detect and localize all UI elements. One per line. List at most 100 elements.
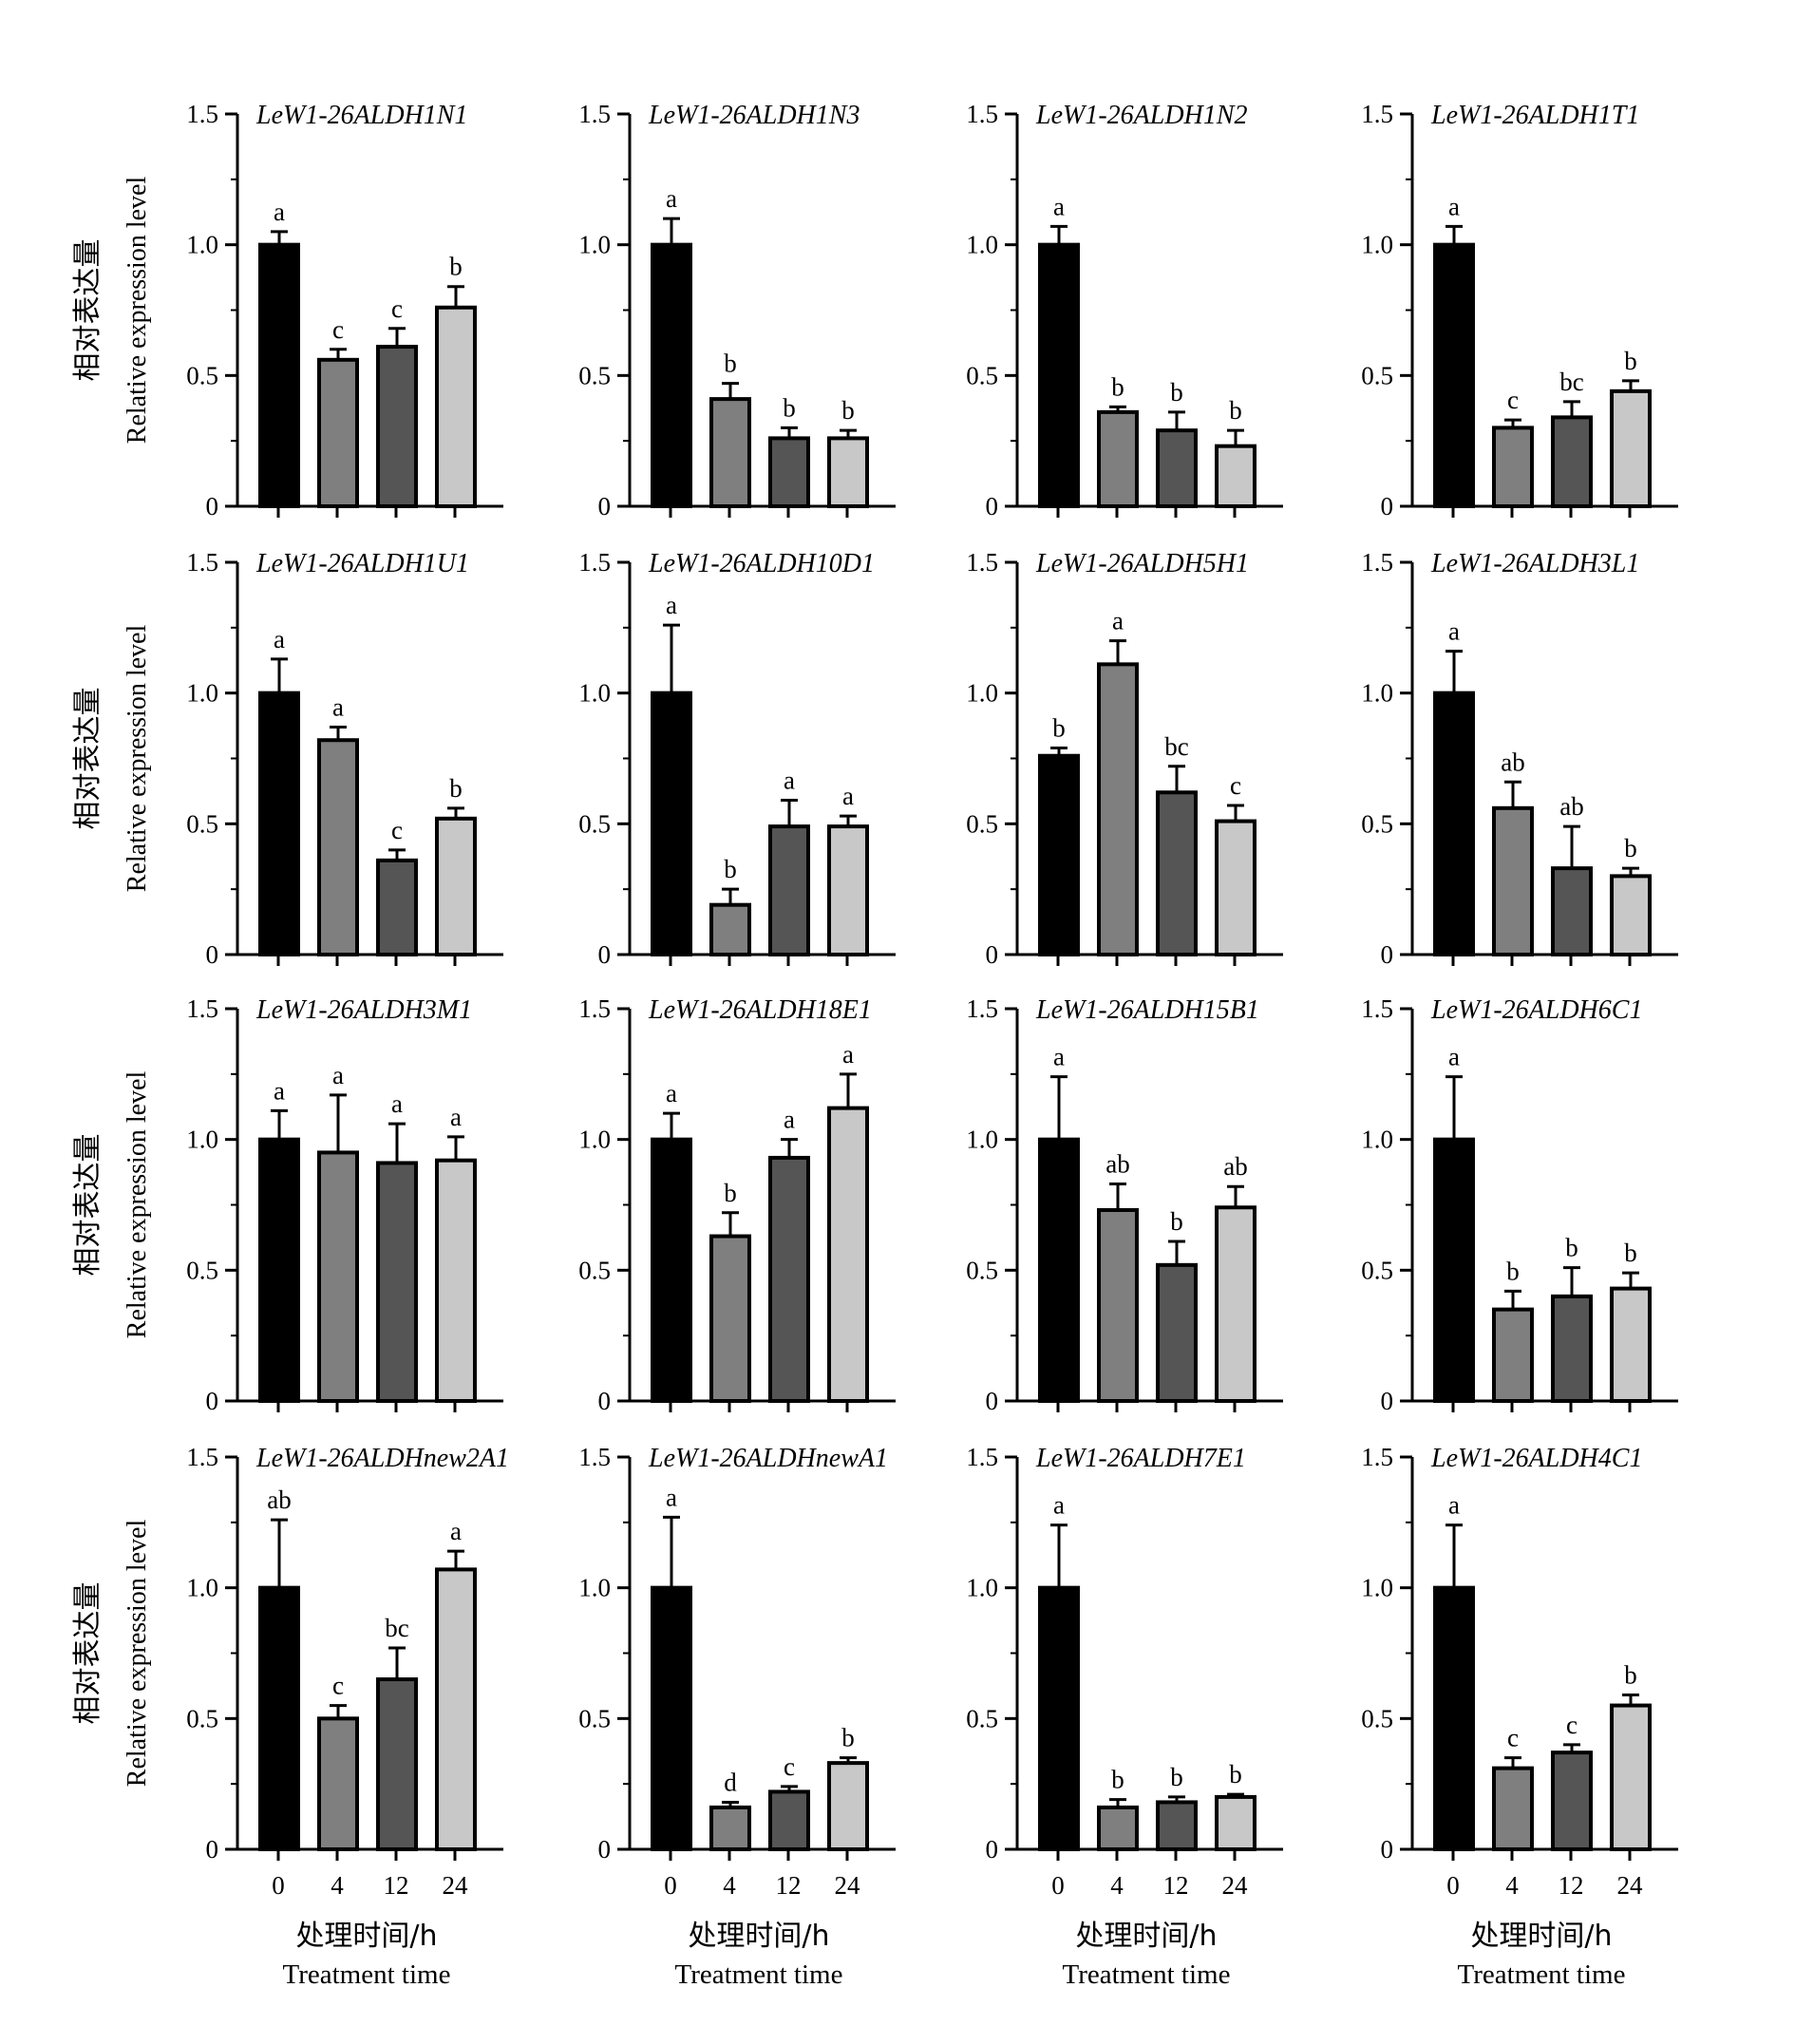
x-tick-label: 4 xyxy=(1110,1871,1124,1900)
bar xyxy=(651,1137,692,1403)
significance-letter: b xyxy=(1565,1234,1578,1262)
x-tick-label: 0 xyxy=(1446,1871,1460,1900)
significance-letter: a xyxy=(1448,1491,1460,1520)
significance-letter: c xyxy=(1507,386,1519,414)
y-tick-label: 1.5 xyxy=(966,100,998,128)
y-tick-label: 1.0 xyxy=(186,1126,218,1154)
bar xyxy=(827,824,869,956)
significance-letter: b xyxy=(1229,1760,1242,1788)
y-tick-label: 1.0 xyxy=(1361,231,1393,259)
significance-letter: ab xyxy=(1105,1149,1129,1178)
y-tick-label: 0 xyxy=(598,492,612,520)
bar xyxy=(709,1234,751,1404)
bar xyxy=(1097,409,1139,509)
bar xyxy=(1433,242,1475,508)
significance-letter: b xyxy=(724,1179,737,1207)
y-tick-label: 1.0 xyxy=(186,1574,218,1602)
significance-letter: a xyxy=(274,625,285,653)
y-tick-label: 1.5 xyxy=(186,994,218,1023)
significance-letter: ab xyxy=(267,1486,291,1514)
bar xyxy=(1610,1286,1652,1404)
panel-title: LeW1-26ALDH15B1 xyxy=(1035,995,1259,1025)
panel-title: LeW1-26ALDH1U1 xyxy=(255,549,469,578)
y-tick-label: 0.5 xyxy=(578,361,611,389)
bar xyxy=(768,1155,810,1403)
significance-letter: a xyxy=(450,1517,462,1545)
y-tick-label: 1.5 xyxy=(966,548,998,577)
y-tick-label: 1.5 xyxy=(578,100,611,128)
significance-letter: b xyxy=(1111,1766,1124,1794)
significance-letter: a xyxy=(274,1076,285,1105)
significance-letter: a xyxy=(274,198,285,226)
significance-letter: b xyxy=(1506,1257,1520,1285)
panel-title: LeW1-26ALDH1N2 xyxy=(1035,101,1247,130)
bar xyxy=(1433,1137,1475,1403)
bar-panel: LeW1-26ALDH1N1 0 0.5 1.0 1.5 a c c b xyxy=(186,100,503,520)
significance-letter: b xyxy=(1624,1239,1637,1267)
bar xyxy=(1551,1751,1593,1852)
bar-panel: LeW1-26ALDH1T1 0 0.5 1.0 1.5 a c bc b xyxy=(1361,100,1678,520)
y-tick-label: 0 xyxy=(206,1835,219,1864)
significance-letter: ab xyxy=(1501,748,1524,776)
significance-letter: b xyxy=(449,253,463,281)
y-tick-label: 0.5 xyxy=(966,1256,998,1284)
significance-letter: d xyxy=(724,1768,737,1796)
x-tick-label: 0 xyxy=(1051,1871,1065,1900)
significance-letter: bc xyxy=(385,1614,409,1642)
y-tick-label: 0 xyxy=(598,1835,612,1864)
significance-letter: ab xyxy=(1223,1152,1247,1181)
y-tick-label: 1.5 xyxy=(1361,548,1393,577)
significance-letter: c xyxy=(332,1672,344,1700)
bar xyxy=(1097,1805,1139,1851)
x-axis-label-cn: 处理时间/h xyxy=(295,1920,437,1953)
bar xyxy=(1038,242,1080,508)
y-tick-label: 0 xyxy=(598,940,612,969)
bar xyxy=(435,305,477,508)
significance-letter: c xyxy=(1566,1711,1578,1739)
bar xyxy=(768,824,810,956)
bar xyxy=(1492,1307,1534,1403)
bar xyxy=(1551,866,1593,957)
bar xyxy=(1551,415,1593,508)
y-tick-label: 0.5 xyxy=(578,1256,611,1284)
significance-letter: c xyxy=(1507,1724,1519,1752)
y-tick-label: 1.5 xyxy=(578,1443,611,1471)
bar-panel: LeW1-26ALDH7E1 0 0.5 1.0 1.5 0 4 12 24 a b b b xyxy=(966,1443,1283,1900)
significance-letter: b xyxy=(1111,372,1124,401)
bar xyxy=(651,242,692,508)
bar xyxy=(435,1567,477,1851)
y-tick-label: 1.0 xyxy=(578,231,611,259)
bar xyxy=(827,436,869,508)
x-tick-label: 4 xyxy=(723,1871,736,1900)
significance-letter: a xyxy=(1053,1491,1065,1520)
bar xyxy=(258,1137,300,1403)
y-tick-label: 0.5 xyxy=(966,1704,998,1732)
bar xyxy=(317,1150,359,1404)
y-tick-label: 1.5 xyxy=(966,1443,998,1471)
significance-letter: a xyxy=(842,1040,854,1069)
y-axis-label-cn: 相对表达量 xyxy=(71,688,104,830)
bar xyxy=(258,691,300,957)
bar-panel: LeW1-26ALDH6C1 0 0.5 1.0 1.5 a b b b xyxy=(1361,994,1678,1415)
y-tick-label: 1.0 xyxy=(1361,1574,1393,1602)
y-tick-label: 0.5 xyxy=(186,361,218,389)
x-tick-label: 0 xyxy=(664,1871,677,1900)
panel-title: LeW1-26ALDH3L1 xyxy=(1430,549,1639,578)
y-axis-label-en: Relative expression level xyxy=(123,625,152,893)
significance-letter: a xyxy=(666,591,677,619)
y-tick-label: 0.5 xyxy=(1361,1256,1393,1284)
panel-title: LeW1-26ALDH10D1 xyxy=(648,549,875,578)
significance-letter: a xyxy=(666,184,677,213)
y-tick-label: 1.0 xyxy=(1361,679,1393,708)
bar-panel: LeW1-26ALDHnewA1 0 0.5 1.0 1.5 0 4 12 24 a d c b xyxy=(578,1443,896,1900)
bar xyxy=(317,357,359,508)
x-axis-label-cn: 处理时间/h xyxy=(1470,1920,1612,1953)
bar xyxy=(709,902,751,956)
y-tick-label: 1.5 xyxy=(186,548,218,577)
bar xyxy=(1156,428,1198,508)
y-tick-label: 0 xyxy=(206,1387,219,1415)
panel-title: LeW1-26ALDH1T1 xyxy=(1430,101,1639,130)
significance-letter: b xyxy=(1170,378,1183,407)
bar-panel: LeW1-26ALDH15B1 0 0.5 1.0 1.5 a ab b ab xyxy=(966,994,1283,1415)
